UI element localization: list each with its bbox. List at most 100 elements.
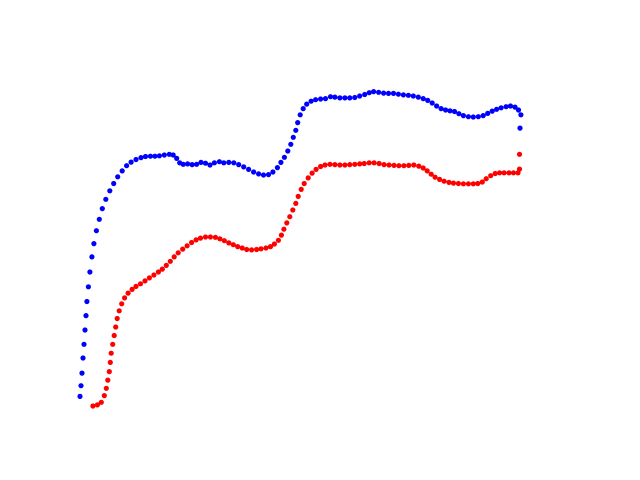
data-point [235, 244, 241, 250]
data-point [290, 134, 296, 140]
data-point [441, 178, 447, 184]
data-point [506, 170, 512, 176]
data-point [163, 262, 169, 268]
series-0 [77, 89, 524, 399]
data-point [83, 313, 89, 319]
data-point [475, 180, 481, 187]
data-point [271, 241, 277, 247]
data-point [342, 95, 348, 101]
data-point [101, 393, 107, 399]
data-point [241, 164, 247, 170]
data-point [390, 90, 397, 96]
data-point [381, 162, 387, 168]
data-point [437, 176, 443, 182]
data-point [313, 97, 319, 103]
data-point [128, 159, 134, 165]
data-point [357, 93, 363, 99]
data-point [111, 332, 117, 339]
data-point [371, 89, 377, 95]
data-point [517, 125, 523, 131]
data-point [309, 170, 315, 176]
data-point [498, 105, 504, 111]
data-point [90, 403, 96, 409]
data-point [193, 237, 199, 243]
data-point [211, 160, 217, 166]
data-point [114, 315, 120, 322]
data-point [516, 151, 523, 157]
data-point [318, 163, 324, 170]
data-point [503, 104, 509, 110]
data-point [91, 241, 97, 247]
data-point [281, 154, 287, 160]
data-point [396, 163, 402, 169]
data-point [174, 155, 180, 161]
data-point [217, 236, 223, 242]
data-point [137, 281, 144, 287]
data-point [494, 106, 500, 112]
data-point [297, 112, 303, 118]
data-point [110, 341, 116, 347]
data-point [479, 179, 485, 185]
data-point [497, 170, 503, 176]
data-point [420, 96, 426, 102]
data-point [87, 269, 93, 275]
data-point [443, 107, 449, 113]
data-point [327, 94, 334, 100]
data-point [78, 383, 84, 389]
data-point [189, 162, 195, 168]
data-point [332, 162, 338, 168]
data-point [274, 165, 280, 171]
data-point [256, 171, 262, 177]
data-point [142, 278, 148, 284]
data-point [156, 153, 162, 159]
data-point [198, 159, 204, 165]
data-point [180, 246, 186, 252]
data-point [425, 97, 431, 103]
data-point [465, 114, 471, 120]
data-point [212, 234, 218, 240]
data-point [221, 160, 227, 166]
data-point [434, 103, 440, 109]
data-point [450, 180, 457, 186]
data-point [284, 220, 290, 226]
data-point [429, 100, 435, 106]
data-point [82, 327, 88, 333]
data-point [489, 108, 495, 114]
data-point [202, 234, 209, 240]
data-point [475, 114, 481, 120]
data-point [194, 161, 200, 167]
data-point [119, 301, 125, 307]
data-point [290, 207, 296, 213]
data-point [81, 341, 87, 347]
data-point [151, 272, 157, 278]
data-point [411, 162, 417, 168]
data-point [460, 181, 466, 187]
data-point [518, 112, 524, 118]
data-point [287, 214, 293, 220]
data-point [366, 90, 372, 96]
data-point [510, 170, 517, 176]
data-point [395, 91, 401, 97]
data-point [146, 275, 152, 281]
data-point [447, 108, 453, 114]
data-point [416, 163, 422, 169]
data-point [99, 206, 105, 212]
data-point [189, 239, 195, 246]
data-point [142, 153, 149, 160]
data-point [465, 181, 471, 187]
series-layer [77, 89, 524, 409]
data-point [207, 234, 213, 240]
data-point [376, 89, 382, 95]
data-point [347, 162, 353, 168]
data-point [371, 160, 377, 166]
data-point [278, 232, 284, 238]
data-point [221, 238, 227, 244]
data-point [352, 161, 358, 167]
data-point [249, 247, 255, 253]
data-point [366, 160, 372, 166]
data-point [313, 166, 319, 172]
data-point [167, 258, 173, 264]
data-point [159, 266, 165, 272]
